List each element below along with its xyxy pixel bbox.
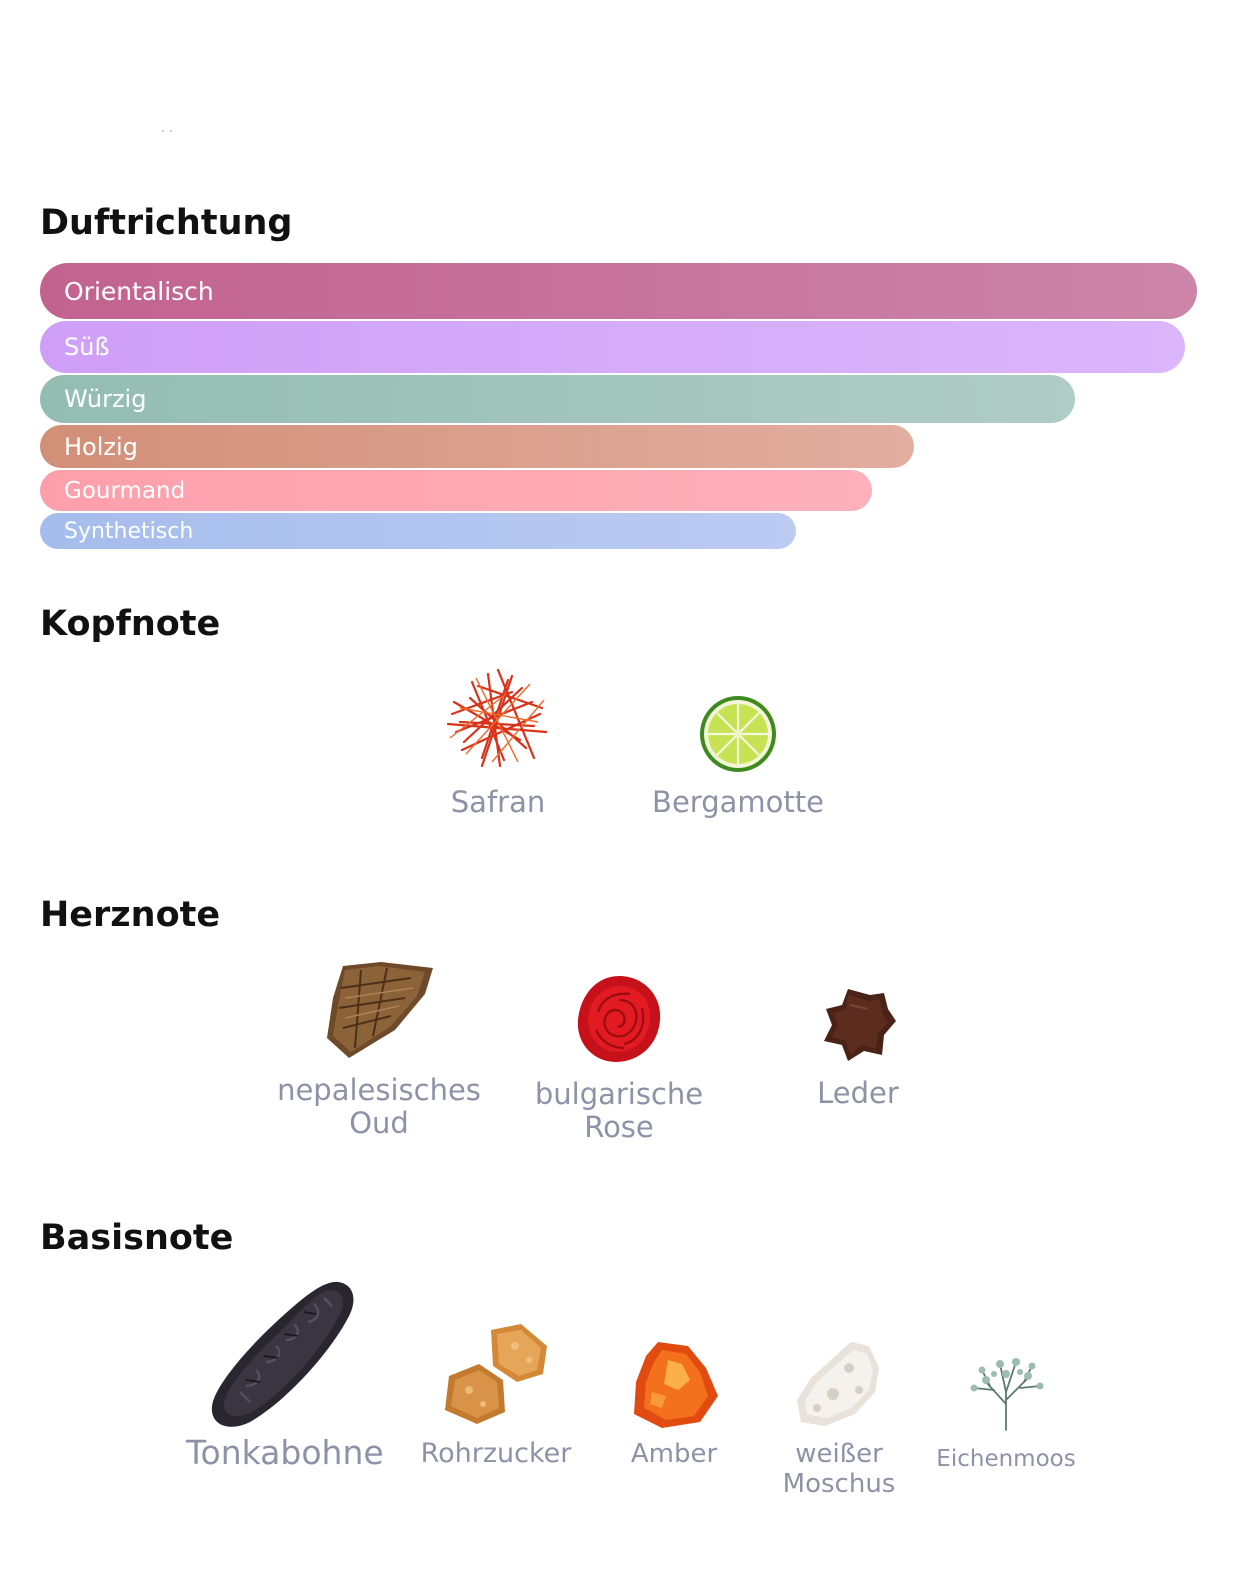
decorative-dots	[162, 130, 172, 132]
accord-bar-synthetisch: Synthetisch	[40, 513, 796, 549]
tonka-bean-icon	[211, 1281, 354, 1427]
note-label: Bergamotte	[652, 785, 824, 819]
note-label: nepalesisches Oud	[277, 1073, 481, 1141]
note-label: Rohrzucker	[420, 1438, 572, 1469]
accord-bar-gourmand: Gourmand	[40, 470, 872, 511]
note-item-rohrzucker[interactable]: Rohrzucker	[418, 1320, 574, 1469]
accord-bar-holzig: Holzig	[40, 425, 914, 468]
accord-label: Orientalisch	[64, 276, 214, 306]
accord-bar-suess: Süß	[40, 321, 1185, 373]
note-label: Leder	[817, 1076, 899, 1110]
accord-label: Gourmand	[64, 477, 186, 504]
note-item-rose[interactable]: bulgarische Rose	[500, 972, 738, 1145]
accord-label: Süß	[64, 333, 110, 361]
amber-icon	[634, 1342, 718, 1428]
note-label: bulgarische Rose	[534, 1077, 704, 1145]
rose-icon	[577, 976, 661, 1062]
note-label: Eichenmoos	[936, 1446, 1076, 1472]
accord-label: Synthetisch	[64, 518, 194, 544]
note-item-tonkabohne[interactable]: Tonkabohne	[186, 1276, 384, 1472]
note-label: Amber	[630, 1439, 718, 1469]
note-item-amber[interactable]: Amber	[614, 1338, 734, 1470]
accord-bar-orientalisch: Orientalisch	[40, 263, 1197, 319]
note-item-bergamotte[interactable]: Bergamotte	[648, 690, 828, 819]
note-item-weisser-moschus[interactable]: weißer Moschus	[776, 1338, 902, 1500]
note-item-eichenmoos[interactable]: Eichenmoos	[928, 1352, 1084, 1472]
bergamot-icon	[700, 696, 776, 772]
section-title-heart-notes: Herznote	[40, 895, 221, 935]
note-label: weißer Moschus	[782, 1439, 896, 1499]
oakmoss-icon	[970, 1358, 1044, 1431]
note-label: Tonkabohne	[186, 1433, 384, 1472]
section-title-base-notes: Basisnote	[40, 1218, 234, 1258]
accord-label: Würzig	[64, 385, 147, 413]
oud-wood-icon	[327, 962, 433, 1058]
note-item-leder[interactable]: Leder	[794, 985, 922, 1110]
section-title-accords: Duftrichtung	[40, 203, 293, 243]
saffron-icon	[446, 668, 548, 768]
white-musk-icon	[797, 1342, 879, 1426]
cane-sugar-icon	[445, 1324, 547, 1424]
note-item-safran[interactable]: Safran	[428, 662, 568, 819]
leather-icon	[824, 989, 896, 1061]
accord-bar-wuerzig: Würzig	[40, 375, 1075, 423]
section-title-top-notes: Kopfnote	[40, 604, 221, 644]
note-label: Safran	[450, 785, 546, 819]
note-item-oud[interactable]: nepalesisches Oud	[276, 958, 482, 1141]
accord-label: Holzig	[64, 432, 138, 461]
